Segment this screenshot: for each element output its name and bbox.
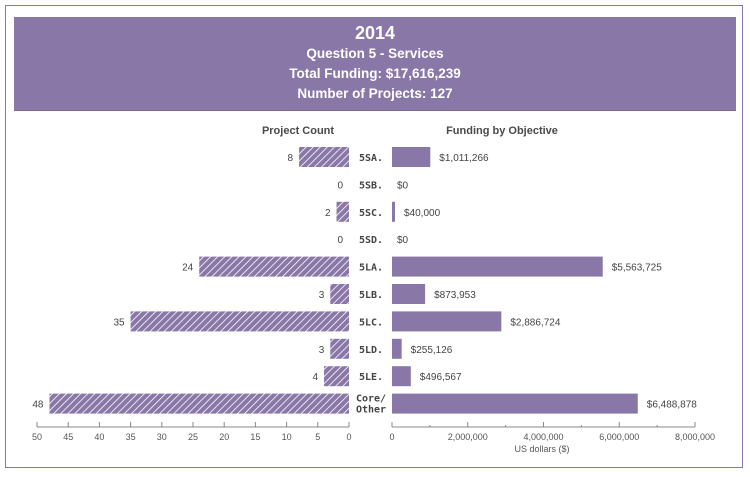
category-label: 5SC. xyxy=(359,208,383,219)
left-axis-tick-label: 40 xyxy=(94,432,104,442)
chart-row: 48 Core/Other $6,488,878 xyxy=(32,393,697,416)
right-axis-tick-label: 4,000,000 xyxy=(523,432,563,442)
category-label: 5LB. xyxy=(359,290,383,301)
category-label: 5SB. xyxy=(359,180,383,191)
right-x-axis: 0 2,000,000 4,000,000 6,000,000 8,000,000 xyxy=(389,422,715,442)
right-axis-tick-label: 6,000,000 xyxy=(599,432,639,442)
funding-label: $496,567 xyxy=(420,372,462,383)
right-chart-title: Funding by Objective xyxy=(446,125,558,137)
project-count-bar xyxy=(324,366,349,387)
project-count-bar xyxy=(299,147,349,167)
project-count-label: 3 xyxy=(319,290,325,301)
project-count-label: 48 xyxy=(32,400,44,411)
chart-row: 3 5LD. $255,126 xyxy=(319,338,453,359)
project-count-label: 4 xyxy=(312,372,318,383)
funding-bar xyxy=(392,284,426,304)
chart-row: 3 5LB. $873,953 xyxy=(319,284,476,304)
project-count-bar xyxy=(336,201,349,222)
right-axis-tick-label: 8,000,000 xyxy=(675,432,715,442)
project-count-label: 35 xyxy=(113,317,125,328)
header-banner: 2014 Question 5 - Services Total Funding… xyxy=(14,17,736,111)
funding-bar xyxy=(392,147,431,167)
chart-row: 4 5LE. $496,567 xyxy=(312,366,462,387)
funding-bar xyxy=(392,393,638,414)
project-count-bar xyxy=(130,311,349,332)
project-count-label: 0 xyxy=(337,180,343,191)
funding-label: $255,126 xyxy=(411,345,453,356)
funding-label: $0 xyxy=(397,235,409,246)
left-axis-tick-label: 25 xyxy=(188,432,198,442)
category-label: 5LD. xyxy=(359,345,383,356)
funding-label: $0 xyxy=(397,180,409,191)
header-total-funding: Total Funding: $17,616,239 xyxy=(289,66,461,81)
project-count-bar xyxy=(199,256,349,277)
project-count-label: 2 xyxy=(325,208,331,219)
left-axis-tick-label: 30 xyxy=(157,432,167,442)
funding-label: $6,488,878 xyxy=(647,400,697,411)
category-label: 5SA. xyxy=(359,153,383,164)
category-label: 5LA. xyxy=(359,263,383,274)
funding-label: $40,000 xyxy=(404,208,441,219)
project-count-label: 0 xyxy=(337,235,343,246)
project-count-label: 24 xyxy=(182,263,194,274)
left-axis-tick-label: 45 xyxy=(63,432,73,442)
project-count-bar xyxy=(49,393,349,414)
left-axis-tick-label: 10 xyxy=(282,432,292,442)
left-chart-title: Project Count xyxy=(262,125,334,137)
left-axis-tick-label: 5 xyxy=(315,432,320,442)
chart-row: 2 5SC. $40,000 xyxy=(325,201,441,222)
header-year: 2014 xyxy=(354,23,396,43)
right-axis-label: US dollars ($) xyxy=(514,444,569,454)
funding-label: $2,886,724 xyxy=(510,317,560,328)
chart-row: 0 5SD. $0 xyxy=(337,235,408,246)
left-axis-tick-label: 20 xyxy=(219,432,229,442)
category-label: 5SD. xyxy=(359,235,383,246)
category-label: 5LC. xyxy=(359,317,383,328)
left-axis-tick-label: 15 xyxy=(250,432,260,442)
left-axis-tick-label: 50 xyxy=(32,432,42,442)
category-label: Core/ xyxy=(356,394,386,405)
header-subtitle: Question 5 - Services xyxy=(306,46,444,61)
funding-bar xyxy=(392,311,502,332)
project-count-label: 3 xyxy=(319,345,325,356)
project-count-label: 8 xyxy=(288,153,294,164)
chart-row: 0 5SB. $0 xyxy=(337,180,408,191)
left-x-axis: 50 45 40 35 30 25 20 15 10 5 0 xyxy=(32,422,352,442)
left-axis-tick-label: 0 xyxy=(346,432,351,442)
right-axis-tick-label: 0 xyxy=(389,432,394,442)
funding-bar xyxy=(392,201,395,222)
project-count-bar xyxy=(330,284,349,304)
category-label: 5LE. xyxy=(359,372,383,383)
category-label: Other xyxy=(356,405,386,416)
project-count-bar xyxy=(330,338,349,359)
chart-row: 24 5LA. $5,563,725 xyxy=(182,256,662,277)
chart-row: 35 5LC. $2,886,724 xyxy=(113,311,561,332)
header-num-projects: Number of Projects: 127 xyxy=(297,86,453,101)
funding-label: $873,953 xyxy=(434,290,476,301)
funding-bar xyxy=(392,256,603,277)
chart-row: 8 5SA. $1,011,266 xyxy=(288,147,489,167)
left-axis-tick-label: 35 xyxy=(126,432,136,442)
funding-bar xyxy=(392,338,402,359)
right-axis-tick-label: 2,000,000 xyxy=(448,432,488,442)
funding-bar xyxy=(392,366,411,387)
funding-label: $1,011,266 xyxy=(439,153,489,164)
funding-label: $5,563,725 xyxy=(612,263,662,274)
